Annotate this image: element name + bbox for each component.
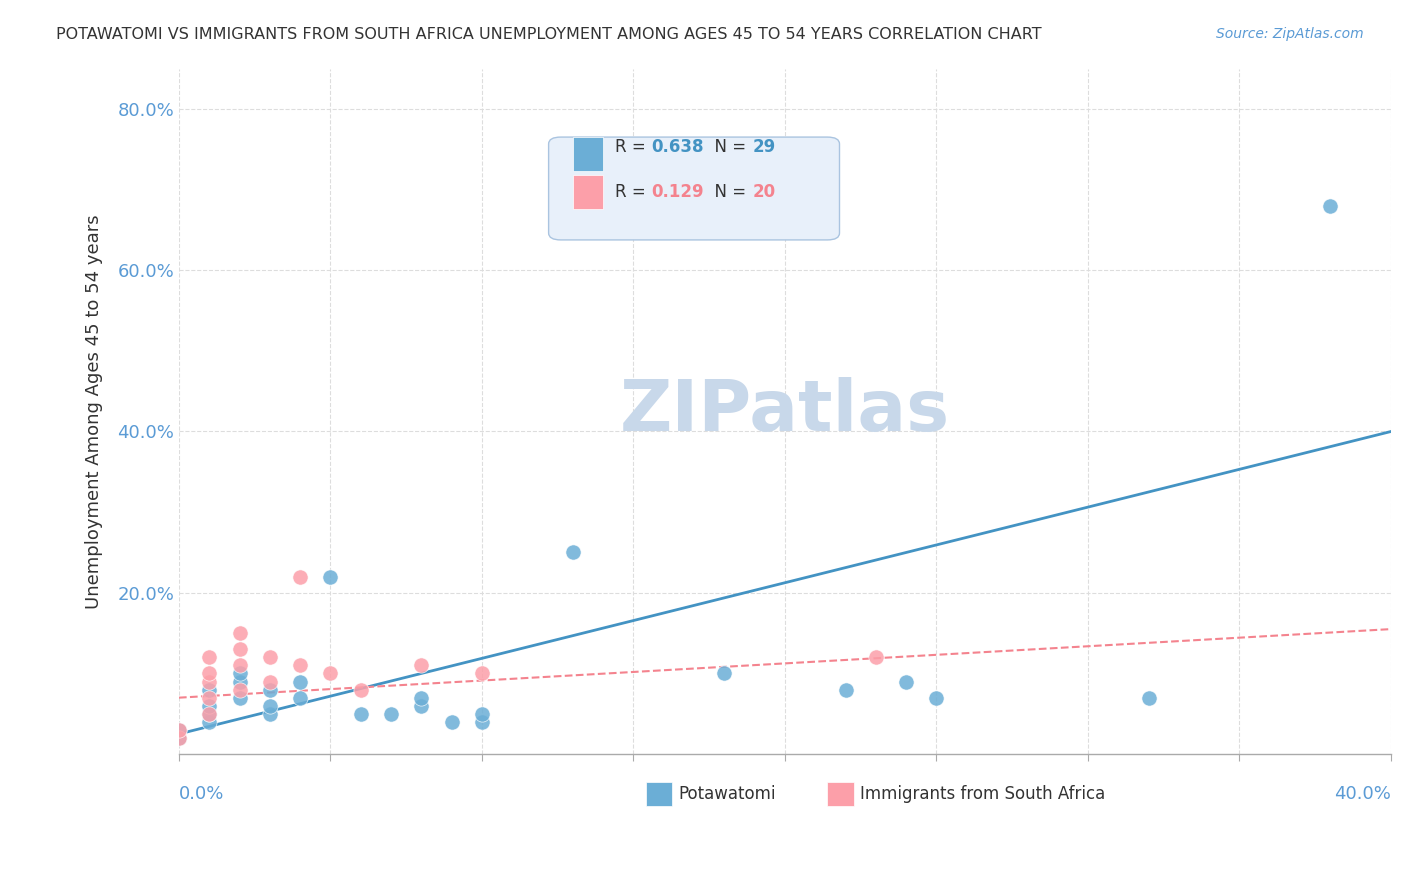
Point [198,666,221,681]
Point [1319,199,1341,213]
Point [198,674,221,689]
Point [228,642,250,657]
Point [228,674,250,689]
Point [228,658,250,673]
Text: Immigrants from South Africa: Immigrants from South Africa [860,785,1105,803]
Point [228,690,250,705]
Point [471,666,494,681]
Point [167,731,190,745]
Point [288,674,311,689]
Point [350,706,373,721]
Point [198,706,221,721]
Text: 40.0%: 40.0% [1334,785,1391,803]
FancyBboxPatch shape [548,137,839,240]
Point [925,690,948,705]
Text: N =: N = [704,183,751,201]
Text: R =: R = [616,138,651,156]
Point [411,658,433,673]
Point [228,626,250,640]
Point [411,698,433,713]
Text: ZIPatlas: ZIPatlas [620,376,950,446]
Point [288,658,311,673]
Point [896,674,918,689]
Point [1137,690,1160,705]
Point [259,698,281,713]
Point [167,723,190,737]
Point [259,674,281,689]
Point [198,682,221,697]
Point [167,723,190,737]
Text: 0.638: 0.638 [651,138,704,156]
Bar [827,781,853,805]
Point [198,706,221,721]
Text: 0.129: 0.129 [651,183,704,201]
Y-axis label: Unemployment Among Ages 45 to 54 years: Unemployment Among Ages 45 to 54 years [86,214,103,608]
Point [228,682,250,697]
Point [471,706,494,721]
Point [198,650,221,665]
Text: R =: R = [616,183,651,201]
Bar [572,175,603,209]
Point [713,666,735,681]
Point [471,714,494,729]
Point [259,650,281,665]
Text: 0.0%: 0.0% [179,785,225,803]
Point [350,682,373,697]
Point [198,690,221,705]
Point [440,714,463,729]
Point [288,569,311,583]
Point [319,569,342,583]
Bar [645,781,672,805]
Point [561,545,583,559]
Bar [572,137,603,171]
Text: N =: N = [704,138,751,156]
Text: Potawatomi: Potawatomi [678,785,776,803]
Point [198,698,221,713]
Point [380,706,402,721]
Point [288,690,311,705]
Point [259,706,281,721]
Point [167,731,190,745]
Text: Source: ZipAtlas.com: Source: ZipAtlas.com [1216,27,1364,41]
Text: POTAWATOMI VS IMMIGRANTS FROM SOUTH AFRICA UNEMPLOYMENT AMONG AGES 45 TO 54 YEAR: POTAWATOMI VS IMMIGRANTS FROM SOUTH AFRI… [56,27,1042,42]
Point [259,682,281,697]
Point [865,650,887,665]
Point [198,714,221,729]
Point [228,666,250,681]
Point [319,666,342,681]
Text: 20: 20 [752,183,775,201]
Text: 29: 29 [752,138,776,156]
Point [834,682,856,697]
Point [411,690,433,705]
